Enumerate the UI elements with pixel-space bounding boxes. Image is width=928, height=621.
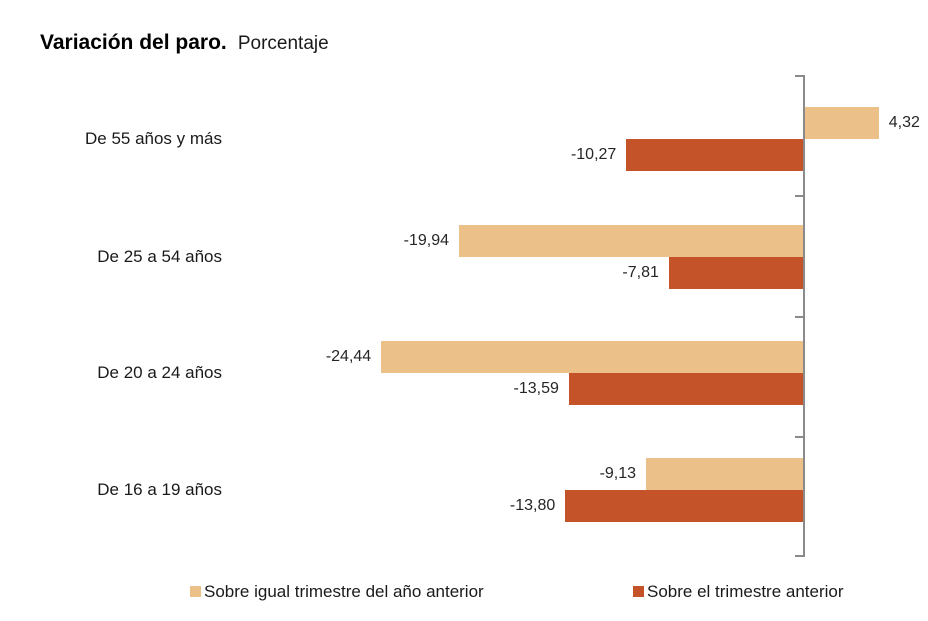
bar-yoy [804, 107, 879, 139]
value-label: 4,32 [888, 114, 920, 131]
chart-title-main: Variación del paro. [40, 31, 227, 54]
legend: Sobre igual trimestre del año anterior S… [0, 583, 928, 605]
bar-qoq [668, 256, 804, 289]
category-label: De 16 a 19 años [97, 479, 222, 499]
zero-axis-line [803, 75, 805, 557]
bar-qoq [568, 372, 804, 405]
axis-tick [795, 436, 803, 438]
legend-label-yoy: Sobre igual trimestre del año anterior [204, 582, 484, 601]
value-label: -24,44 [325, 347, 372, 365]
bar-qoq [626, 139, 804, 171]
chart-title: Variación del paro. Porcentaje [40, 30, 329, 57]
bar-yoy [646, 457, 804, 490]
category-label: De 25 a 54 años [97, 246, 222, 266]
legend-swatch-yoy-icon [190, 586, 201, 597]
chart-title-subtitle: Porcentaje [237, 33, 329, 54]
value-label: -7,81 [622, 263, 659, 281]
value-label: -13,59 [513, 379, 559, 397]
axis-tick [795, 316, 803, 318]
bar-yoy [381, 340, 804, 373]
category-label: De 20 a 24 años [97, 362, 222, 382]
legend-swatch-qoq-icon [633, 586, 644, 597]
value-label: -10,27 [570, 146, 617, 163]
axis-tick [795, 75, 803, 77]
value-label: -19,94 [403, 231, 450, 249]
value-label: -13,80 [509, 496, 556, 514]
category-label: De 55 años y más [84, 129, 222, 148]
bar-yoy [459, 224, 804, 257]
bar-qoq [565, 489, 804, 522]
value-label: -9,13 [599, 464, 637, 482]
axis-tick [795, 195, 803, 197]
axis-tick [795, 555, 803, 557]
legend-label-qoq: Sobre el trimestre anterior [647, 582, 844, 601]
